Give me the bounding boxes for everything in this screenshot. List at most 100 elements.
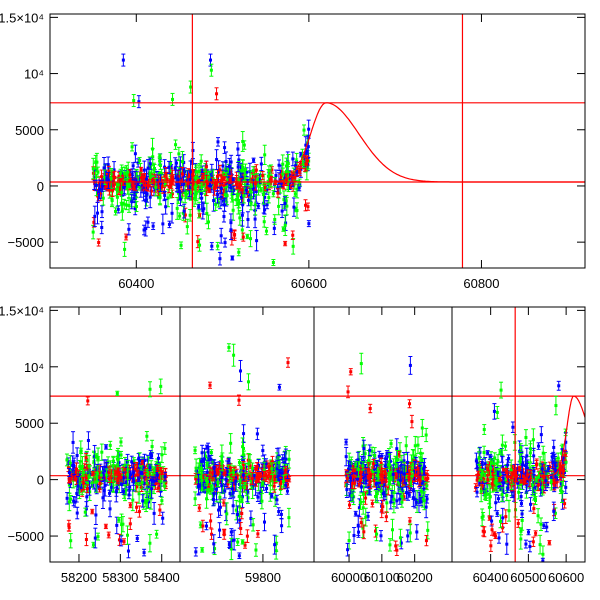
data-point bbox=[218, 257, 222, 261]
data-point bbox=[204, 454, 208, 458]
data-point bbox=[163, 484, 167, 488]
data-point bbox=[177, 152, 181, 156]
data-point bbox=[156, 486, 160, 490]
data-point bbox=[242, 194, 246, 198]
data-point bbox=[128, 485, 132, 489]
data-point bbox=[199, 192, 203, 196]
data-point bbox=[116, 479, 120, 483]
data-point bbox=[130, 145, 134, 149]
data-point bbox=[297, 186, 301, 190]
data-point bbox=[304, 203, 308, 207]
data-point bbox=[236, 202, 240, 206]
data-point bbox=[250, 185, 254, 189]
data-point bbox=[209, 68, 213, 72]
data-point bbox=[137, 184, 141, 188]
data-point bbox=[263, 185, 267, 189]
data-point bbox=[227, 181, 231, 185]
data-point bbox=[102, 469, 106, 473]
data-point bbox=[152, 479, 156, 483]
data-point bbox=[192, 183, 196, 187]
data-point bbox=[208, 178, 212, 182]
data-point bbox=[254, 168, 258, 172]
data-point bbox=[180, 196, 184, 200]
data-point bbox=[240, 213, 244, 217]
data-point bbox=[263, 195, 267, 199]
data-point bbox=[96, 535, 100, 539]
data-point bbox=[255, 177, 259, 181]
data-point bbox=[295, 187, 299, 191]
data-point bbox=[277, 510, 281, 514]
data-point bbox=[229, 221, 233, 225]
data-point bbox=[253, 169, 257, 173]
data-point bbox=[125, 203, 129, 207]
data-point bbox=[199, 523, 203, 527]
data-point bbox=[133, 152, 137, 156]
data-point bbox=[291, 233, 295, 237]
data-point bbox=[307, 222, 311, 226]
data-point bbox=[277, 163, 281, 167]
data-point bbox=[79, 449, 83, 453]
data-point bbox=[274, 479, 278, 483]
data-point bbox=[119, 475, 123, 479]
data-point bbox=[167, 222, 171, 226]
data-point bbox=[201, 174, 205, 178]
data-point bbox=[148, 541, 152, 545]
data-point bbox=[205, 211, 209, 215]
data-point bbox=[215, 174, 219, 178]
data-point bbox=[138, 473, 142, 477]
data-point bbox=[117, 518, 121, 522]
data-point bbox=[103, 169, 107, 173]
data-point bbox=[139, 168, 143, 172]
data-point bbox=[237, 179, 241, 183]
data-point bbox=[306, 159, 310, 163]
data-point bbox=[277, 385, 281, 389]
data-point bbox=[224, 477, 228, 481]
data-point bbox=[287, 457, 291, 461]
data-point bbox=[244, 188, 248, 192]
data-point bbox=[120, 209, 124, 213]
top-data-layer bbox=[50, 14, 585, 268]
data-point bbox=[91, 230, 95, 234]
data-point bbox=[149, 189, 153, 193]
data-point bbox=[65, 458, 69, 462]
data-point bbox=[108, 443, 112, 447]
data-point bbox=[210, 487, 214, 491]
data-point bbox=[67, 471, 71, 475]
data-point bbox=[121, 179, 125, 183]
data-point bbox=[171, 175, 175, 179]
data-point bbox=[221, 172, 225, 176]
data-point bbox=[116, 468, 120, 472]
data-point bbox=[196, 179, 200, 183]
data-point bbox=[201, 208, 205, 212]
data-point bbox=[212, 199, 216, 203]
data-point bbox=[80, 477, 84, 481]
data-point bbox=[161, 222, 165, 226]
data-point bbox=[99, 473, 103, 477]
data-point bbox=[79, 467, 83, 471]
data-point bbox=[102, 489, 106, 493]
data-point bbox=[152, 177, 156, 181]
data-point bbox=[147, 183, 151, 187]
data-point bbox=[159, 479, 163, 483]
data-point bbox=[117, 538, 121, 542]
data-point bbox=[145, 192, 149, 196]
data-point bbox=[127, 204, 131, 208]
data-point bbox=[178, 197, 182, 201]
data-point bbox=[100, 210, 104, 214]
data-point bbox=[158, 154, 162, 158]
data-point bbox=[161, 474, 165, 478]
data-point bbox=[145, 434, 149, 438]
data-point bbox=[97, 470, 101, 474]
data-point bbox=[282, 198, 286, 202]
data-point bbox=[229, 160, 233, 164]
data-point bbox=[238, 216, 242, 220]
data-point bbox=[215, 158, 219, 162]
data-point bbox=[144, 177, 148, 181]
data-point bbox=[147, 500, 151, 504]
data-point bbox=[236, 165, 240, 169]
data-point bbox=[163, 193, 167, 197]
data-point bbox=[105, 473, 109, 477]
data-point bbox=[98, 481, 102, 485]
data-point bbox=[87, 486, 91, 490]
data-point bbox=[281, 172, 285, 176]
